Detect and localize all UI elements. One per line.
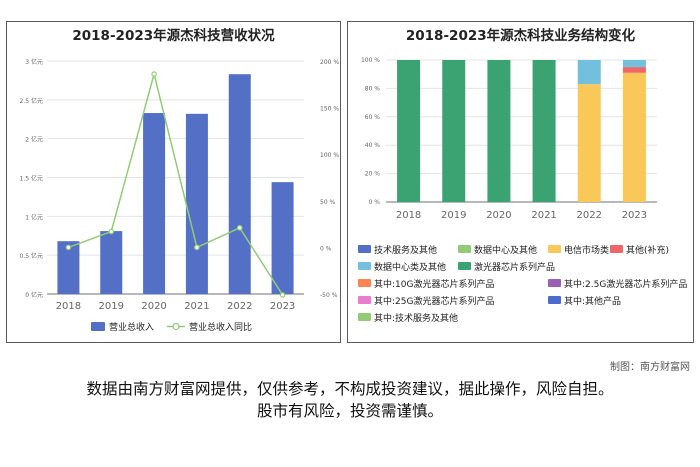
legend-swatch (458, 262, 471, 270)
legend-swatch (548, 296, 561, 304)
y-tick-label: 2 亿元 (25, 136, 43, 144)
legend-marker-yoy (172, 322, 180, 331)
legend-label: 数据中心及其他 (474, 244, 537, 256)
stacked-bar-segment (397, 60, 421, 202)
y-tick-label: 1.5 亿元 (20, 175, 43, 183)
revenue-bar (57, 241, 80, 294)
legend-label: 其中:2.5G激光器芯片系列产品 (564, 278, 687, 290)
y-tick-label: 100 % (361, 57, 380, 64)
legend-swatch (358, 313, 371, 321)
revenue-chart-panel: 2018-2023年源杰科技营收状况 0 亿元 0.5 亿元 1 亿元 1.5 亿元 2… (6, 21, 341, 343)
x-tick-label: 2021 (184, 301, 209, 312)
y-tick-label: 0 亿元 (25, 291, 43, 299)
stacked-bar-segment (487, 60, 511, 202)
y-tick-label: 60 % (365, 114, 381, 121)
revenue-bar (185, 113, 208, 295)
x-tick-label: 2023 (270, 301, 295, 312)
x-tick-label: 2018 (396, 210, 421, 221)
stacked-bar-segment (577, 60, 601, 85)
y-tick-label: 3 亿元 (25, 58, 43, 66)
yoy-point (194, 244, 200, 251)
legend-label: 其中:25G激光器芯片系列产品 (374, 295, 494, 307)
disclaimer-line-2: 股市有风险，投资需谨慎。 (256, 402, 443, 420)
legend-swatch-revenue (91, 322, 105, 331)
revenue-bar (228, 74, 251, 294)
y2-tick-label: 100 % (320, 152, 339, 159)
yoy-point (151, 71, 157, 77)
y2-tick-label: 150 % (320, 106, 339, 113)
x-tick-label: 2020 (486, 210, 511, 221)
y2-tick-label: 0 % (320, 245, 332, 252)
y-tick-label: 40 % (365, 142, 381, 149)
legend-label: 激光器芯片系列产品 (474, 261, 555, 273)
legend-label: 其中:10G激光器芯片系列产品 (374, 278, 494, 290)
stacked-bar-segment (622, 60, 646, 68)
y-tick-label: 1 亿元 (25, 213, 43, 221)
x-tick-label: 2021 (531, 210, 556, 221)
stacked-bar-segment (532, 60, 556, 202)
legend-label: 其中:技术服务及其他 (374, 312, 458, 324)
legend-swatch (358, 296, 371, 304)
legend-label: 其他(补充) (626, 244, 669, 256)
legend-swatch (458, 245, 471, 253)
stacked-bar-segment (622, 72, 646, 202)
yoy-point (279, 292, 286, 298)
revenue-bar (100, 231, 123, 294)
x-tick-label: 2019 (99, 301, 124, 312)
x-tick-label: 2022 (577, 210, 602, 221)
y-tick-label: 2.5 亿元 (20, 97, 43, 105)
legend-label: 其中:其他产品 (564, 295, 621, 307)
stacked-bar-segment (442, 60, 466, 202)
x-tick-label: 2022 (227, 301, 252, 312)
legend-label: 电信市场类 (564, 244, 609, 256)
y2-tick-label: 50 % (320, 199, 336, 206)
legend-swatch (610, 245, 623, 253)
revenue-bar (271, 182, 294, 294)
yoy-line (68, 71, 284, 296)
chart-credit: 制图：南方财富网 (610, 362, 690, 373)
stacked-bar-segment (622, 67, 646, 73)
revenue-bar (143, 113, 166, 294)
legend-swatch (358, 279, 371, 287)
y2-tick-label: -50 % (320, 292, 338, 299)
y2-tick-label: 200 % (320, 59, 339, 66)
revenue-chart: 0 亿元 0.5 亿元 1 亿元 1.5 亿元 2 亿元 2.5 亿元 3 亿元 -50 % 0… (20, 58, 340, 333)
legend-label: 数据中心类及其他 (374, 261, 446, 273)
legend-swatch (548, 245, 561, 253)
disclaimer-line-1: 数据由南方财富网提供，仅供参考，不构成投资建议，据此操作，风险自担。 (86, 380, 614, 398)
x-tick-label: 2020 (141, 301, 166, 312)
yoy-point (108, 228, 115, 235)
legend-label: 技术服务及其他 (374, 244, 437, 256)
revenue-chart-title: 2018-2023年源杰科技营收状况 (72, 28, 275, 44)
legend-swatch (548, 279, 561, 287)
business-structure-panel: 2018-2023年源杰科技业务结构变化 0 % 20 % 40 % 60 % 80 %… (347, 21, 694, 343)
x-tick-label: 2019 (441, 210, 466, 221)
x-tick-label: 2018 (56, 301, 81, 312)
x-tick-label: 2023 (622, 210, 647, 221)
y-tick-label: 0 % (369, 199, 381, 206)
y-tick-label: 80 % (365, 85, 381, 92)
business-structure-title: 2018-2023年源杰科技业务结构变化 (405, 28, 636, 44)
legend-swatch (358, 245, 371, 253)
stacked-bar-segment (577, 84, 601, 202)
y-tick-label: 20 % (365, 171, 381, 178)
legend-label-revenue: 营业总收入 (109, 321, 154, 333)
y-tick-label: 0.5 亿元 (20, 252, 43, 260)
yoy-point (236, 225, 243, 231)
business-structure-chart: 0 % 20 % 40 % 60 % 80 % 100 % 2018 2019 2020 2021… (358, 57, 687, 324)
legend-swatch (358, 262, 371, 270)
legend-label-yoy: 营业总收入同比 (189, 321, 252, 333)
yoy-point (65, 244, 72, 251)
